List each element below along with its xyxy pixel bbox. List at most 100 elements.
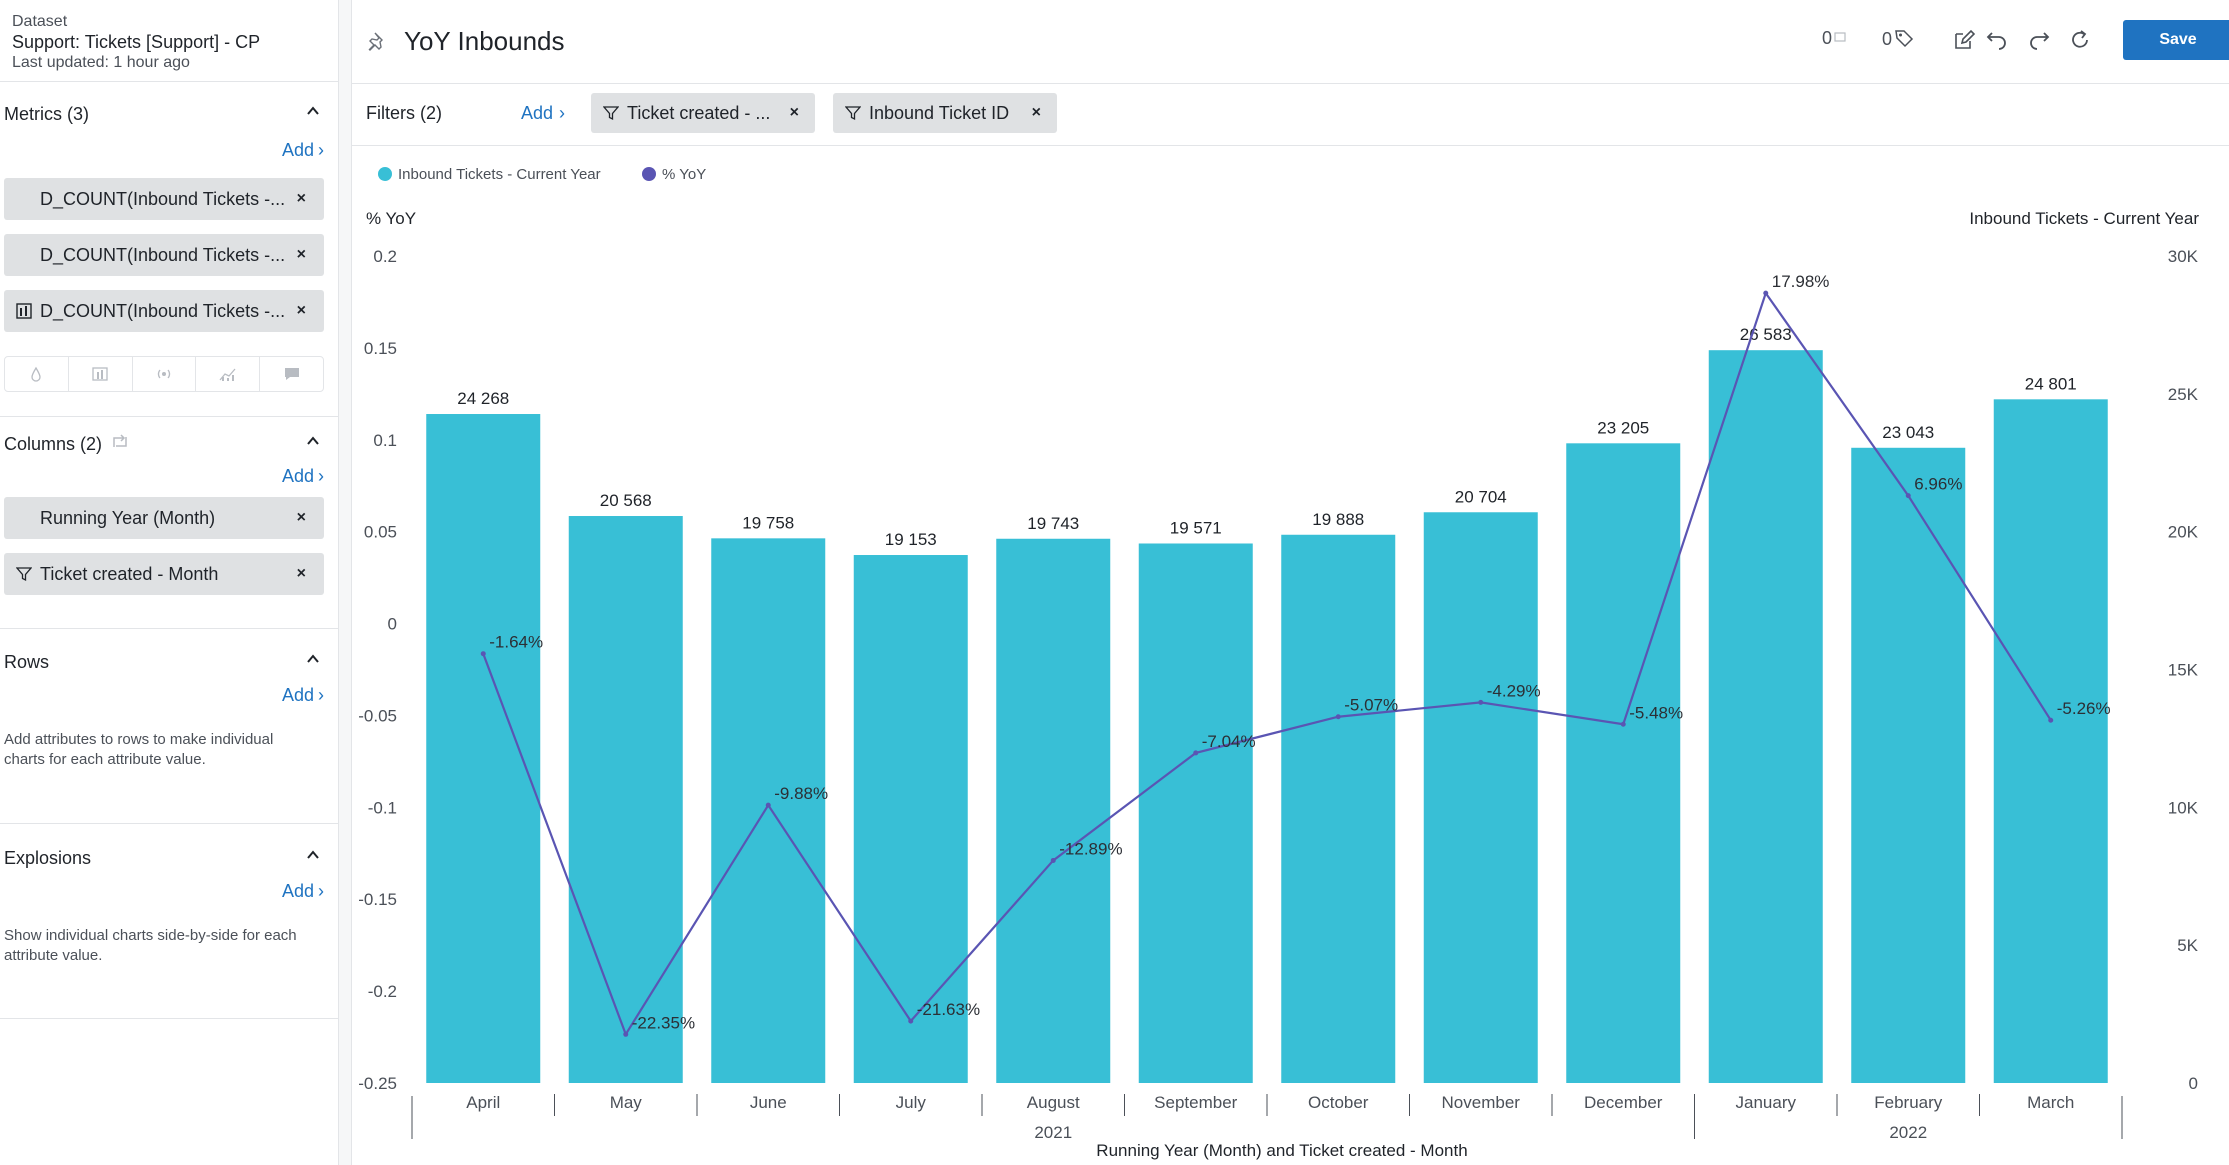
filter-icon [845, 106, 861, 121]
pin-icon[interactable] [366, 30, 390, 54]
bar[interactable] [711, 538, 826, 1083]
bar[interactable] [426, 414, 541, 1083]
legend-item-bars[interactable]: Inbound Tickets - Current Year [378, 166, 601, 183]
bar-data-label: 24 801 [2025, 374, 2077, 393]
filter-chip-label: Inbound Ticket ID [869, 103, 1010, 123]
left-axis-tick: 0.1 [373, 431, 397, 450]
save-button[interactable]: Save [2123, 20, 2229, 60]
rows-add-link[interactable]: Add › [281, 685, 324, 705]
remove-icon[interactable]: × [296, 190, 306, 207]
yoy-point [1763, 290, 1769, 296]
filter-chip[interactable]: Inbound Ticket ID × [833, 93, 1057, 133]
remove-icon[interactable]: × [296, 246, 306, 263]
legend-item-line[interactable]: % YoY [642, 166, 706, 183]
chart-type-option[interactable] [69, 357, 133, 391]
swap-icon[interactable] [110, 432, 130, 452]
line-data-label: -21.63% [917, 1000, 980, 1019]
bar[interactable] [1138, 543, 1253, 1083]
bar[interactable] [1566, 443, 1681, 1083]
left-axis-tick: 0 [388, 615, 397, 634]
x-axis-tick: February [1874, 1093, 1943, 1112]
refresh-icon[interactable] [2068, 28, 2092, 52]
yoy-point [480, 651, 486, 657]
bar[interactable] [1708, 350, 1823, 1083]
chart-type-option[interactable] [5, 357, 69, 391]
x-axis-tick: October [1308, 1093, 1369, 1112]
x-axis-tick: December [1584, 1093, 1663, 1112]
line-data-label: -5.07% [1344, 696, 1398, 715]
chart-type-selector [4, 356, 324, 392]
yoy-line [482, 290, 2052, 1037]
yoy-point [623, 1031, 629, 1037]
remove-icon[interactable]: × [296, 302, 306, 319]
columns-add-link[interactable]: Add › [281, 466, 324, 486]
left-axis-tick: -0.1 [368, 798, 397, 817]
line-chart-icon [219, 368, 236, 381]
comment-icon [1834, 32, 1846, 42]
page-title[interactable]: YoY Inbounds [404, 26, 565, 56]
edit-icon[interactable] [1952, 28, 1976, 52]
x-axis-tick: June [750, 1093, 787, 1112]
bar[interactable] [1851, 447, 1966, 1083]
column-pill[interactable]: Ticket created - Month × [4, 553, 324, 595]
dataset-header[interactable]: Dataset Support: Tickets [Support] - CP … [0, 0, 338, 82]
combo-chart: % YoY Inbound Tickets - Current Year 0.2 0.… [358, 209, 2199, 1160]
filter-chip[interactable]: Ticket created - ... × [591, 93, 815, 133]
dataset-name[interactable]: Support: Tickets [Support] - CP [12, 32, 261, 52]
collapse-caret-icon[interactable] [306, 652, 320, 666]
filter-icon [603, 106, 619, 121]
filters-add-link[interactable]: Add › [521, 103, 566, 123]
x-axis-tick: January [1736, 1093, 1797, 1112]
bar[interactable] [996, 538, 1111, 1083]
x-axis-tick: March [2027, 1093, 2074, 1112]
yoy-point [1193, 750, 1199, 756]
dataset-kicker: Dataset [12, 13, 68, 30]
metric-pill[interactable]: D_COUNT(Inbound Tickets -... × [4, 234, 324, 276]
legend-swatch [378, 167, 392, 181]
collapse-caret-icon[interactable] [306, 848, 320, 862]
comment-counter[interactable]: 0 [1822, 28, 1846, 49]
metric-pill[interactable]: D_COUNT(Inbound Tickets -... × [4, 178, 324, 220]
filter-chip-label: Ticket created - ... [627, 103, 771, 123]
left-axis-tick: 0.2 [373, 247, 397, 266]
tag-counter[interactable]: 0 [1882, 28, 1914, 50]
yoy-point [1620, 721, 1626, 727]
broadcast-icon [157, 369, 171, 379]
metric-pill[interactable]: D_COUNT(Inbound Tickets -... × [4, 290, 324, 332]
column-pill-label: Ticket created - Month [40, 564, 219, 584]
bar-data-label: 19 571 [1170, 518, 1222, 537]
remove-icon[interactable]: × [789, 104, 799, 121]
chevron-right-icon: › [318, 466, 324, 486]
chart-type-option[interactable] [196, 357, 261, 391]
x-axis-tick: August [1027, 1093, 1080, 1112]
right-axis-tick: 20K [2168, 523, 2199, 542]
right-axis-title: Inbound Tickets - Current Year [1969, 209, 2199, 228]
collapse-caret-icon[interactable] [306, 434, 320, 448]
column-pill[interactable]: Running Year (Month) × [4, 497, 324, 539]
bar[interactable] [568, 516, 683, 1083]
bar[interactable] [1281, 534, 1396, 1083]
right-axis-tick: 30K [2168, 247, 2199, 266]
metric-pill-label: D_COUNT(Inbound Tickets -... [40, 189, 286, 209]
redo-icon[interactable] [2028, 28, 2052, 52]
metrics-add-link[interactable]: Add › [281, 140, 324, 160]
undo-icon[interactable] [1984, 28, 2008, 52]
remove-icon[interactable]: × [296, 509, 306, 526]
remove-icon[interactable]: × [296, 565, 306, 582]
line-data-label: -12.89% [1059, 839, 1122, 858]
collapse-caret-icon[interactable] [306, 104, 320, 118]
filter-bar: Filters (2) Add › Ticket created - ... × … [352, 84, 2229, 146]
sidebar-resize-handle[interactable] [338, 0, 352, 1165]
legend-label: % YoY [662, 166, 707, 183]
left-axis-tick: -0.25 [358, 1074, 397, 1093]
bar-data-label: 19 153 [885, 530, 937, 549]
chart-type-option[interactable] [260, 357, 323, 391]
bar[interactable] [1423, 512, 1538, 1083]
explosions-add-link[interactable]: Add › [281, 881, 324, 901]
chart-type-option[interactable] [133, 357, 197, 391]
line-data-label: -9.88% [774, 784, 828, 803]
bar[interactable] [1993, 399, 2108, 1083]
line-data-label: -22.35% [632, 1013, 695, 1032]
bar[interactable] [853, 555, 968, 1083]
remove-icon[interactable]: × [1031, 104, 1041, 121]
